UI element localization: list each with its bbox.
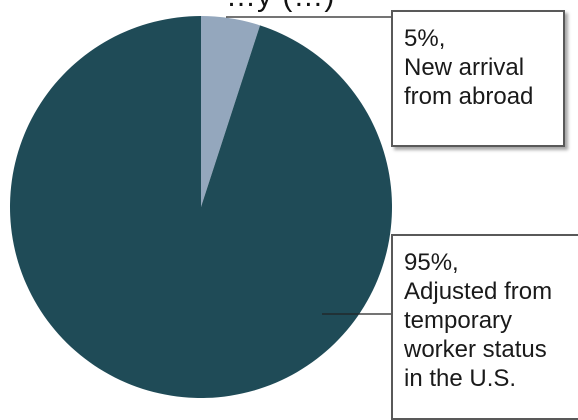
callout-label-line: Adjusted from <box>404 278 553 305</box>
callout-new-arrival: 5%, New arrival from abroad <box>391 10 565 147</box>
callout-label-line: in the U.S. <box>404 365 517 392</box>
pie-slice-adjusted-status <box>10 16 393 398</box>
chart-title-fragment: …y (…) <box>226 0 335 14</box>
callout-label-line: worker status <box>404 336 547 363</box>
pie-slices <box>10 16 393 398</box>
callout-label-line: from abroad <box>404 83 534 110</box>
pie-slice-new-arrival <box>201 16 261 207</box>
callout-percent: 95%, <box>404 249 459 276</box>
callout-adjusted-status: 95%, Adjusted from temporary worker stat… <box>391 234 578 420</box>
leader-lines <box>226 16 392 315</box>
callout-percent: 5%, <box>404 25 446 52</box>
callout-label-line: New arrival <box>404 54 525 81</box>
callout-label-line: temporary <box>404 307 513 334</box>
